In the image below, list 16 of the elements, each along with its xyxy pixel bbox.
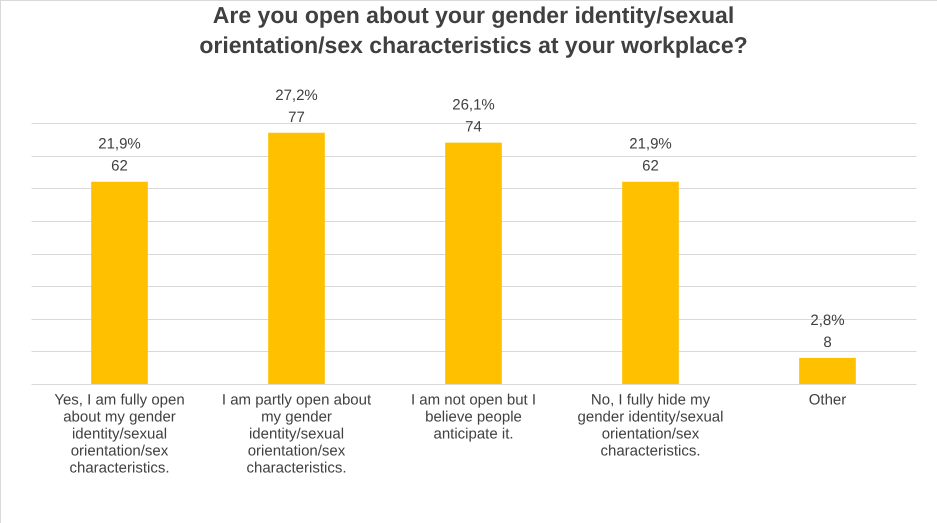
data-label: 21,9% 62 (98, 136, 141, 175)
x-tick-label: I am not open but I believe people anticipate it. (410, 392, 536, 442)
bar (799, 358, 856, 384)
bar (622, 182, 679, 384)
chart-title: Are you open about your gender identity/sexual orientation/sex characteristics at your workplace? (199, 2, 748, 58)
data-label: 21,9% 62 (629, 136, 672, 175)
data-label: 2,8% 8 (810, 312, 845, 351)
x-tick-label: I am partly open about my gender identity/sexual orientation/sex characteristics. (222, 392, 372, 476)
x-tick-label: No, I fully hide my gender identity/sexual orientation/sex characteristics. (578, 392, 724, 460)
bar (268, 132, 325, 384)
data-label: 26,1% 74 (452, 96, 495, 136)
x-tick-label: Other (808, 392, 846, 408)
x-tick-label: Yes, I am fully open about my gender identity/sexual orientation/sex characteristics. (54, 392, 185, 476)
bar (91, 182, 148, 384)
data-label: 27,2% 77 (275, 86, 318, 126)
bar (445, 142, 502, 384)
